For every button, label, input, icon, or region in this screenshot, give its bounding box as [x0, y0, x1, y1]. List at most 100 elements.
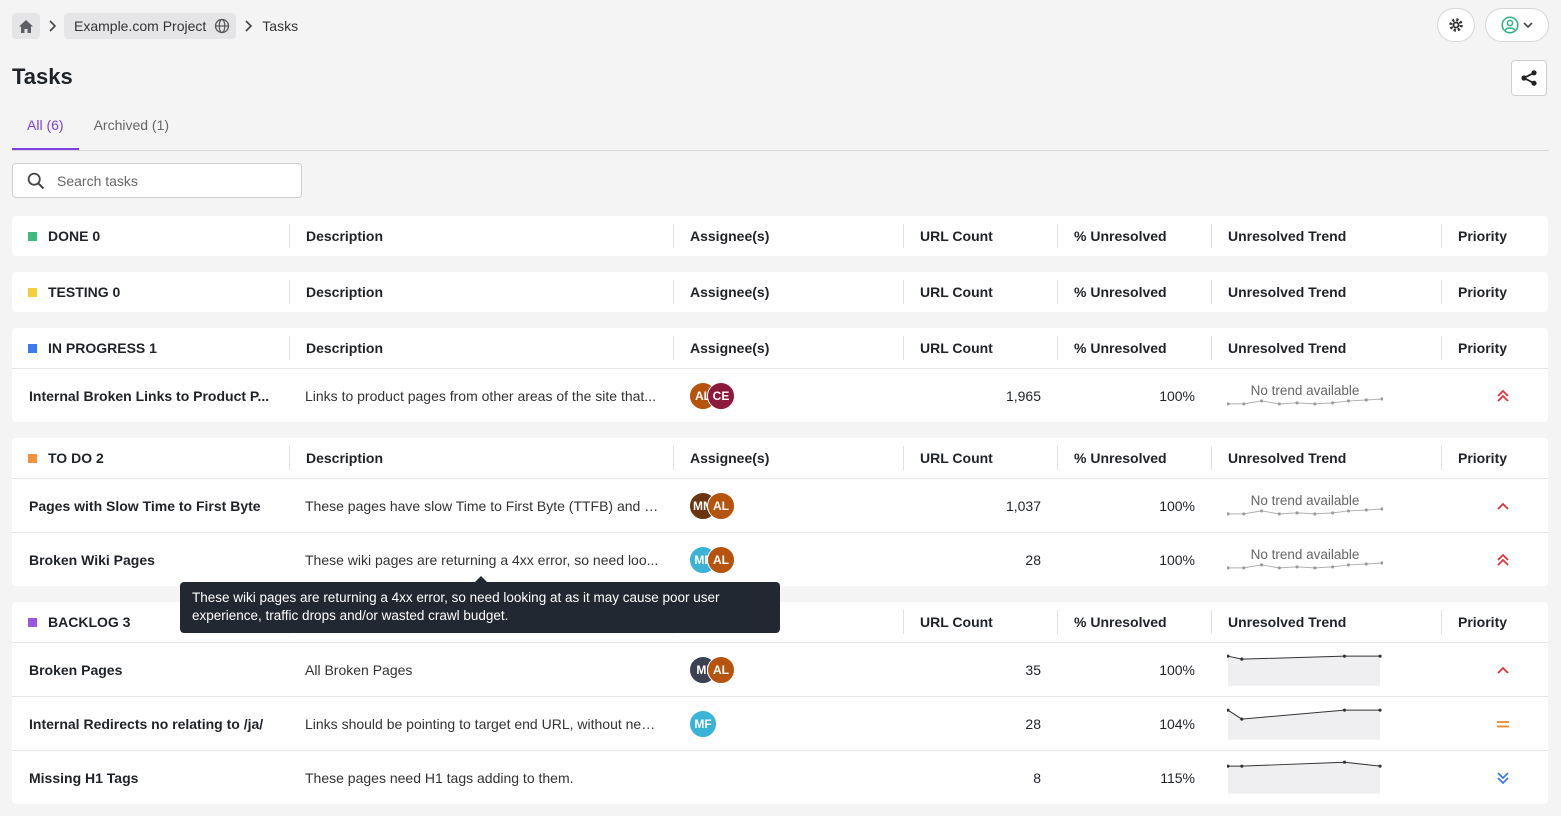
task-description[interactable]: These wiki pages are returning a 4xx err…: [305, 551, 659, 568]
task-url-count: 8: [1033, 769, 1041, 786]
task-unresolved: 104%: [1159, 715, 1195, 732]
task-trend: [1211, 652, 1441, 688]
column-url-count[interactable]: URL Count: [903, 336, 1057, 360]
task-description[interactable]: All Broken Pages: [305, 661, 413, 678]
column-trend[interactable]: Unresolved Trend: [1211, 446, 1441, 470]
group-status[interactable]: TESTING 0: [12, 280, 289, 304]
task-priority[interactable]: [1441, 665, 1548, 675]
column-unresolved[interactable]: % Unresolved: [1057, 610, 1211, 634]
task-unresolved: 115%: [1160, 769, 1195, 786]
task-name[interactable]: Broken Wiki Pages: [29, 551, 155, 568]
chevron-right-icon: [236, 20, 260, 32]
table-row[interactable]: Broken Pages All Broken Pages MI AL 35 10…: [12, 642, 1548, 696]
task-description[interactable]: Links should be pointing to target end U…: [305, 715, 661, 732]
table-row[interactable]: Internal Broken Links to Product P... Li…: [12, 368, 1548, 422]
table-row[interactable]: Broken Wiki Pages These wiki pages are r…: [12, 532, 1548, 586]
column-url-count[interactable]: URL Count: [903, 610, 1057, 634]
column-url-count[interactable]: URL Count: [903, 446, 1057, 470]
column-trend[interactable]: Unresolved Trend: [1211, 336, 1441, 360]
column-unresolved[interactable]: % Unresolved: [1057, 336, 1211, 360]
task-unresolved: 100%: [1159, 387, 1195, 404]
group-header: TO DO 2 Description Assignee(s) URL Coun…: [12, 438, 1548, 478]
share-button[interactable]: [1511, 60, 1547, 96]
table-row[interactable]: Missing H1 Tags These pages need H1 tags…: [12, 750, 1548, 804]
task-priority[interactable]: [1441, 719, 1548, 729]
task-assignees: MF AL: [673, 545, 903, 574]
breadcrumb-current: Tasks: [262, 18, 299, 34]
task-name[interactable]: Internal Broken Links to Product P...: [29, 387, 270, 404]
task-name[interactable]: Internal Redirects no relating to /ja/: [29, 715, 264, 732]
column-description[interactable]: Description: [289, 446, 673, 470]
column-priority[interactable]: Priority: [1441, 446, 1548, 470]
column-url-count[interactable]: URL Count: [903, 280, 1057, 304]
task-priority[interactable]: [1441, 771, 1548, 785]
column-assignees[interactable]: Assignee(s): [673, 336, 903, 360]
group-status[interactable]: IN PROGRESS 1: [12, 336, 289, 360]
group-status[interactable]: DONE 0: [12, 224, 289, 248]
column-unresolved[interactable]: % Unresolved: [1057, 446, 1211, 470]
column-priority[interactable]: Priority: [1441, 610, 1548, 634]
task-description[interactable]: Links to product pages from other areas …: [305, 387, 656, 404]
search-icon: [27, 172, 45, 189]
group-header: IN PROGRESS 1 Description Assignee(s) UR…: [12, 328, 1548, 368]
avatar[interactable]: AL: [707, 655, 735, 684]
column-assignees[interactable]: Assignee(s): [673, 446, 903, 470]
task-unresolved: 100%: [1159, 497, 1195, 514]
column-unresolved[interactable]: % Unresolved: [1057, 224, 1211, 248]
settings-button[interactable]: [1437, 8, 1475, 42]
group-header: DONE 0 Description Assignee(s) URL Count…: [12, 216, 1548, 256]
avatar[interactable]: AL: [707, 491, 735, 520]
top-right-actions: [1437, 8, 1549, 42]
tab-archived[interactable]: Archived (1): [93, 117, 170, 133]
column-trend[interactable]: Unresolved Trend: [1211, 280, 1441, 304]
task-name[interactable]: Pages with Slow Time to First Byte: [29, 497, 261, 514]
column-assignees[interactable]: Assignee(s): [673, 280, 903, 304]
column-trend[interactable]: Unresolved Trend: [1211, 610, 1441, 634]
home-button[interactable]: [12, 13, 40, 39]
task-description[interactable]: These pages need H1 tags adding to them.: [305, 769, 574, 786]
column-priority[interactable]: Priority: [1441, 224, 1548, 248]
group-status[interactable]: TO DO 2: [12, 446, 289, 470]
group-in-progress: IN PROGRESS 1 Description Assignee(s) UR…: [12, 328, 1548, 422]
group-label: BACKLOG 3: [48, 614, 131, 630]
group-backlog: BACKLOG 3 Description Assignee(s) URL Co…: [12, 602, 1548, 804]
table-row[interactable]: Pages with Slow Time to First Byte These…: [12, 478, 1548, 532]
trend-sparkline: [1227, 652, 1383, 688]
avatar[interactable]: MF: [689, 709, 717, 738]
no-trend-label: No trend available: [1250, 383, 1360, 398]
task-priority[interactable]: [1441, 553, 1548, 567]
page-title: Tasks: [12, 64, 73, 89]
user-menu-button[interactable]: [1485, 8, 1549, 42]
group-header: TESTING 0 Description Assignee(s) URL Co…: [12, 272, 1548, 312]
column-unresolved[interactable]: % Unresolved: [1057, 280, 1211, 304]
column-description[interactable]: Description: [289, 280, 673, 304]
task-description[interactable]: These pages have slow Time to First Byte…: [305, 497, 664, 514]
gear-icon: [1449, 18, 1463, 32]
avatar[interactable]: AL: [707, 545, 735, 574]
table-row[interactable]: Internal Redirects no relating to /ja/ L…: [12, 696, 1548, 750]
status-square-icon: [28, 231, 37, 241]
column-url-count[interactable]: URL Count: [903, 224, 1057, 248]
task-assignees: MM AL: [673, 491, 903, 520]
task-priority[interactable]: [1441, 389, 1548, 403]
avatar[interactable]: CE: [707, 381, 735, 410]
group-label: TESTING 0: [48, 284, 121, 300]
search-box: [12, 163, 302, 198]
priority-medium-high-icon: [1496, 502, 1509, 510]
tab-all[interactable]: All (6): [12, 110, 79, 150]
column-priority[interactable]: Priority: [1441, 280, 1548, 304]
task-priority[interactable]: [1441, 501, 1548, 511]
column-trend[interactable]: Unresolved Trend: [1211, 224, 1441, 248]
task-name[interactable]: Missing H1 Tags: [29, 769, 139, 786]
task-name[interactable]: Broken Pages: [29, 661, 123, 678]
group-status[interactable]: BACKLOG 3: [12, 610, 289, 634]
task-assignees: MI AL: [673, 655, 903, 684]
column-assignees[interactable]: Assignee(s): [673, 224, 903, 248]
search-input[interactable]: [57, 172, 277, 189]
trend-sparkline: [1227, 760, 1383, 796]
chevron-down-icon: [1523, 21, 1533, 28]
column-description[interactable]: Description: [289, 224, 673, 248]
column-priority[interactable]: Priority: [1441, 336, 1548, 360]
breadcrumb-project[interactable]: Example.com Project: [64, 13, 237, 39]
column-description[interactable]: Description: [289, 336, 673, 360]
